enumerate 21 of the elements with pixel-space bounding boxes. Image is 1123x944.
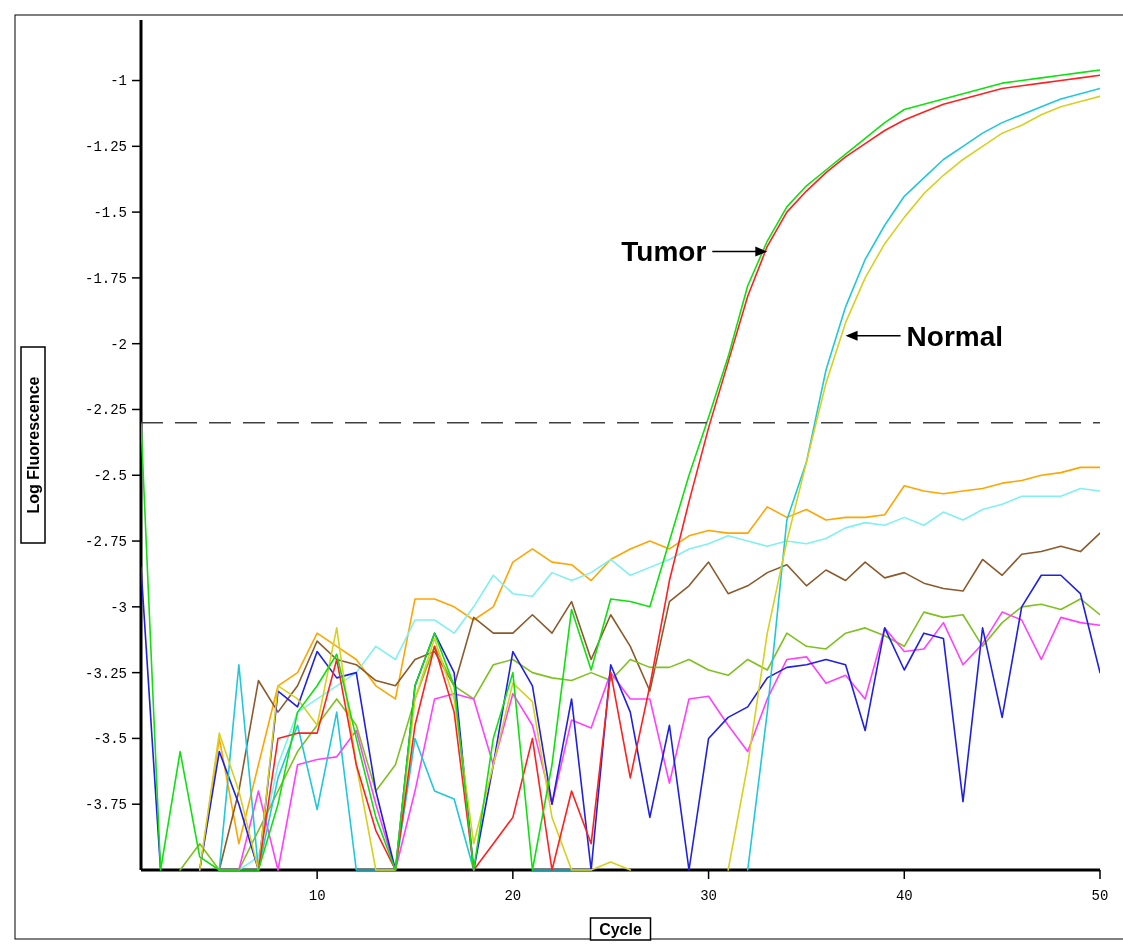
y-tick-label: -1.75 <box>84 270 127 287</box>
x-tick-label: 50 <box>1091 888 1109 904</box>
y-tick-label: -1.25 <box>84 139 127 156</box>
y-tick-label: -1.5 <box>93 205 127 222</box>
x-axis-title: Cycle <box>599 921 642 938</box>
annotation: Normal <box>906 320 1004 352</box>
y-tick-label: -2.75 <box>84 533 127 550</box>
y-tick-label: -3.75 <box>84 797 127 814</box>
annotation: Tumor <box>621 236 707 268</box>
x-tick-label: 10 <box>308 888 326 904</box>
y-tick-label: -1 <box>110 73 127 90</box>
y-tick-label: -3.5 <box>93 731 127 748</box>
y-tick-label: -3 <box>110 599 127 616</box>
y-tick-label: -2.25 <box>84 402 127 419</box>
x-tick-label: 40 <box>895 888 913 904</box>
x-tick-label: 20 <box>504 888 522 904</box>
y-tick-label: -2.5 <box>93 468 127 485</box>
y-tick-label: -3.25 <box>84 665 127 682</box>
x-tick-label: 30 <box>700 888 717 904</box>
y-tick-label: -2 <box>110 336 127 353</box>
y-axis-title: Log Fluorescence <box>25 376 42 514</box>
